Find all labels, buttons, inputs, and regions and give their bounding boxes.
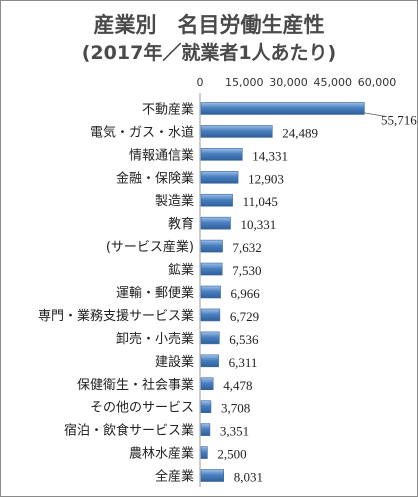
- bar: [200, 469, 224, 482]
- value-label: 6,311: [229, 355, 258, 370]
- bar: [200, 423, 211, 436]
- value-label: 14,331: [252, 148, 288, 163]
- category-label: 金融・保険業: [116, 170, 194, 186]
- category-label: 専門・業務支援サービス業: [38, 308, 194, 324]
- chart-subtitle: (2017年／就業者1人あたり): [81, 42, 337, 64]
- bar: [200, 216, 231, 230]
- category-label: 不動産業: [142, 101, 194, 117]
- category-label: 農林水産業: [129, 446, 194, 462]
- bar: [200, 377, 214, 391]
- value-label: 12,903: [248, 171, 284, 186]
- x-tick-label: 30,000: [269, 76, 308, 89]
- value-label: 7,632: [233, 240, 262, 255]
- x-tick-label: 15,000: [225, 76, 264, 89]
- category-label: 保健衛生・社会事業: [77, 377, 194, 393]
- category-label: 運輸・郵便業: [116, 285, 194, 301]
- bar: [200, 446, 208, 459]
- value-label: 8,031: [234, 470, 263, 485]
- category-label: その他のサービス: [90, 401, 194, 416]
- bar: [200, 148, 243, 161]
- bar: [200, 354, 219, 368]
- leader-line: [362, 112, 387, 117]
- category-label: 全産業: [155, 469, 194, 485]
- value-label: 6,966: [231, 286, 261, 301]
- value-label: 4,478: [223, 378, 252, 393]
- value-label: 6,536: [229, 332, 259, 347]
- category-label: 製造業: [155, 193, 194, 209]
- bar: [200, 239, 223, 253]
- category-label: 電気・ガス・水道: [90, 124, 194, 140]
- bar: [200, 125, 273, 138]
- value-label: 55,716: [381, 112, 417, 127]
- bar: [200, 308, 221, 322]
- category-label: 卸売・小売業: [116, 331, 194, 347]
- value-label: 7,530: [232, 263, 261, 278]
- bar: [200, 102, 365, 115]
- bar: [200, 400, 212, 413]
- x-tick-label: 60,000: [358, 76, 397, 89]
- value-label: 6,729: [230, 309, 259, 324]
- bar: [200, 285, 221, 299]
- bar: [200, 193, 233, 207]
- category-label: (サービス産業): [106, 239, 194, 255]
- bar: [200, 170, 239, 184]
- bar: [200, 331, 220, 345]
- category-label: 情報通信業: [129, 147, 194, 163]
- value-label: 10,331: [240, 217, 276, 232]
- bar: [200, 262, 223, 276]
- value-label: 3,708: [221, 401, 250, 416]
- x-tick-label: 45,000: [314, 76, 353, 89]
- category-label: 教育: [168, 216, 194, 232]
- chart-title: 産業別 名目労働生産性: [93, 13, 325, 37]
- value-label: 24,489: [282, 125, 318, 140]
- category-label: 建設業: [155, 354, 194, 370]
- value-label: 2,500: [217, 447, 246, 462]
- value-label: 11,045: [243, 194, 278, 209]
- category-label: 宿泊・飲食サービス業: [64, 423, 194, 439]
- value-label: 3,351: [220, 424, 249, 439]
- x-tick-label: 0: [197, 76, 204, 89]
- category-label: 鉱業: [168, 262, 194, 278]
